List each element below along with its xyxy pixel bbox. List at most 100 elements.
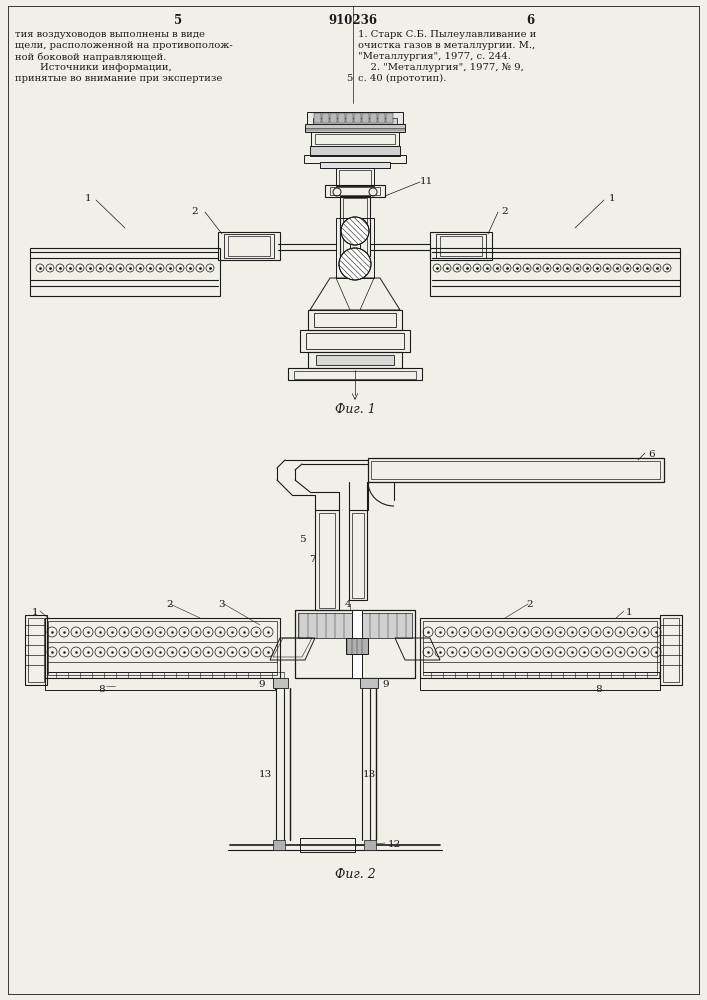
Text: 6: 6: [648, 450, 655, 459]
Bar: [315, 510, 339, 610]
Text: очистка газов в металлургии. М.,: очистка газов в металлургии. М.,: [358, 41, 535, 50]
Bar: [343, 198, 367, 255]
Bar: [436, 234, 486, 258]
Text: 5: 5: [174, 14, 182, 27]
Text: 1: 1: [31, 608, 38, 617]
Bar: [325, 185, 385, 197]
Bar: [364, 840, 376, 850]
Text: 11: 11: [420, 177, 433, 186]
Text: 2: 2: [502, 207, 508, 216]
Text: 8: 8: [595, 685, 602, 694]
Bar: [300, 330, 410, 352]
Text: 1: 1: [626, 608, 633, 617]
Bar: [336, 218, 350, 278]
Text: 1: 1: [609, 194, 615, 203]
Bar: [386, 113, 393, 123]
Bar: [310, 146, 400, 156]
Bar: [288, 368, 422, 380]
Bar: [430, 248, 680, 296]
Bar: [228, 236, 270, 256]
Bar: [660, 615, 682, 685]
Bar: [352, 610, 362, 678]
Text: 1. Старк С.Б. Пылеулавливание и: 1. Старк С.Б. Пылеулавливание и: [358, 30, 537, 39]
Bar: [314, 113, 321, 123]
Bar: [346, 638, 368, 654]
Text: Фиг. 2: Фиг. 2: [334, 868, 375, 881]
Bar: [273, 678, 288, 688]
Text: 13: 13: [259, 770, 272, 779]
Circle shape: [341, 217, 369, 245]
Text: 5: 5: [299, 535, 306, 544]
Bar: [360, 678, 378, 688]
Text: тия воздуховодов выполнены в виде: тия воздуховодов выполнены в виде: [15, 30, 205, 39]
Bar: [307, 112, 403, 124]
Bar: [316, 355, 394, 365]
Bar: [370, 113, 377, 123]
Bar: [48, 621, 277, 675]
Bar: [25, 615, 47, 685]
Bar: [360, 218, 374, 278]
Text: с. 40 (прототип).: с. 40 (прототип).: [358, 74, 446, 83]
Text: 4: 4: [345, 600, 351, 609]
Bar: [346, 113, 353, 123]
Bar: [330, 113, 337, 123]
Text: 1: 1: [85, 194, 91, 203]
Bar: [320, 162, 390, 168]
Bar: [360, 613, 412, 638]
Bar: [308, 310, 402, 330]
Bar: [440, 236, 482, 256]
Bar: [663, 618, 679, 682]
Bar: [420, 678, 660, 690]
Bar: [423, 621, 657, 675]
Bar: [300, 838, 355, 852]
Text: 7: 7: [310, 555, 316, 564]
Bar: [354, 113, 361, 123]
Bar: [319, 513, 335, 608]
Bar: [378, 113, 385, 123]
Bar: [295, 610, 415, 678]
Text: Фиг. 1: Фиг. 1: [334, 403, 375, 416]
Text: щели, расположенной на противополож-: щели, расположенной на противополож-: [15, 41, 233, 50]
Text: 5: 5: [346, 74, 352, 83]
Bar: [308, 352, 402, 368]
Text: принятые во внимание при экспертизе: принятые во внимание при экспертизе: [15, 74, 223, 83]
Bar: [45, 618, 280, 678]
Text: 13: 13: [363, 770, 376, 779]
Bar: [339, 170, 371, 185]
Text: 8: 8: [98, 685, 105, 694]
Text: 2: 2: [527, 600, 533, 609]
Bar: [371, 461, 660, 479]
Bar: [322, 113, 329, 123]
Text: 12: 12: [388, 840, 402, 849]
Bar: [30, 248, 220, 296]
Bar: [368, 458, 664, 482]
Bar: [298, 613, 352, 638]
Bar: [430, 232, 492, 260]
Text: ной боковой направляющей.: ной боковой направляющей.: [15, 52, 166, 62]
Bar: [305, 124, 405, 132]
Bar: [294, 371, 416, 379]
Bar: [45, 678, 275, 690]
Bar: [336, 168, 374, 186]
Bar: [311, 132, 399, 146]
Bar: [420, 618, 660, 678]
Bar: [314, 313, 396, 327]
Bar: [218, 232, 280, 260]
Bar: [273, 840, 285, 850]
Circle shape: [339, 248, 371, 280]
Bar: [315, 134, 395, 144]
Text: 3: 3: [218, 600, 226, 609]
Bar: [349, 510, 367, 600]
Text: 6: 6: [526, 14, 534, 27]
Text: 9: 9: [382, 680, 389, 689]
Text: "Металлургия", 1977, с. 244.: "Металлургия", 1977, с. 244.: [358, 52, 511, 61]
Bar: [338, 113, 345, 123]
Text: 9: 9: [258, 680, 265, 689]
Bar: [352, 513, 364, 598]
Bar: [330, 187, 380, 195]
Bar: [362, 113, 369, 123]
Bar: [340, 196, 370, 256]
Bar: [28, 618, 44, 682]
Text: 2. "Металлургия", 1977, № 9,: 2. "Металлургия", 1977, № 9,: [358, 63, 524, 72]
Bar: [304, 155, 406, 163]
